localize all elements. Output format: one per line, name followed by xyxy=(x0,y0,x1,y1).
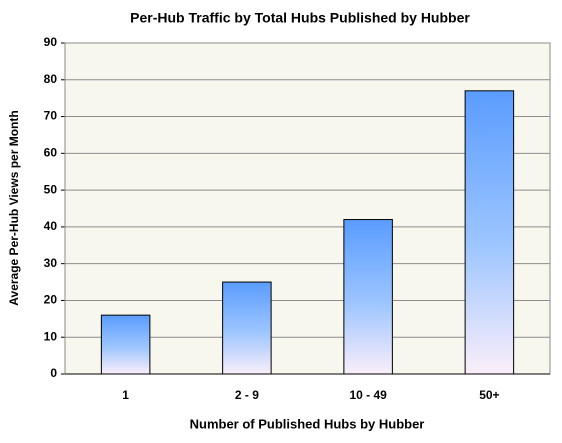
y-tick-label: 0 xyxy=(50,366,57,380)
y-tick-label: 90 xyxy=(44,35,58,49)
y-tick-label: 40 xyxy=(44,219,58,233)
x-tick-label: 10 - 49 xyxy=(349,388,387,402)
chart-title: Per-Hub Traffic by Total Hubs Published … xyxy=(130,10,470,26)
y-axis-label: Average Per-Hub Views per Month xyxy=(7,110,21,305)
bar xyxy=(343,219,393,375)
y-tick-label: 30 xyxy=(44,256,58,270)
y-tick-label: 50 xyxy=(44,182,58,196)
bar xyxy=(222,281,272,375)
y-tick-label: 70 xyxy=(44,109,58,123)
x-tick-label: 2 - 9 xyxy=(235,388,259,402)
y-tick-label: 10 xyxy=(44,329,58,343)
y-tick-label: 60 xyxy=(44,146,58,160)
y-tick-label: 80 xyxy=(44,72,58,86)
bar xyxy=(464,90,515,375)
bar xyxy=(100,314,151,375)
x-axis-label: Number of Published Hubs by Hubber xyxy=(190,416,425,431)
y-tick-label: 20 xyxy=(44,293,58,307)
x-tick-label: 50+ xyxy=(479,388,499,402)
x-tick-label: 1 xyxy=(122,388,129,402)
